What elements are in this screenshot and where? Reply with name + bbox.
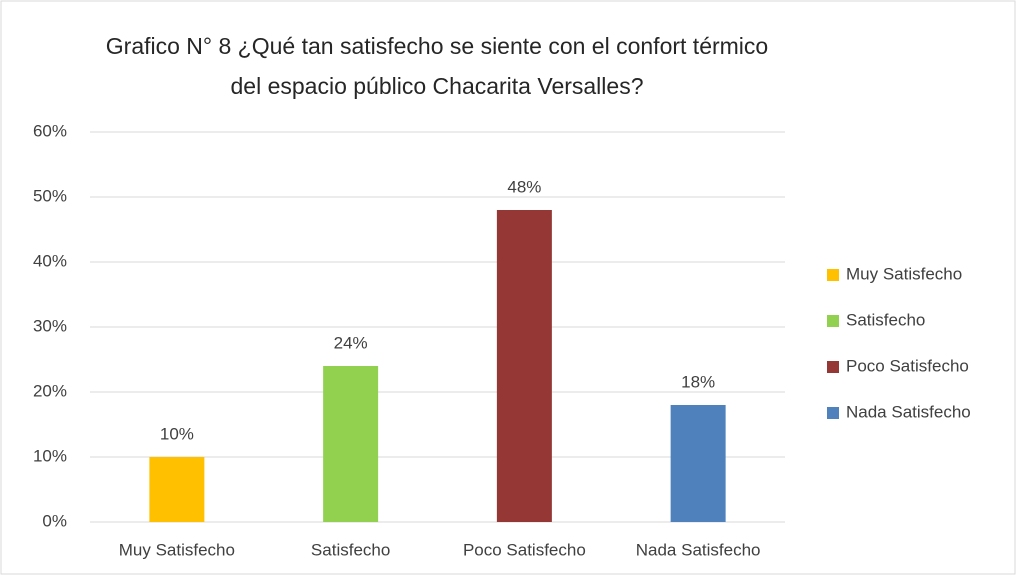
legend-swatch [827, 315, 839, 327]
y-tick-label: 10% [33, 446, 67, 465]
y-tick-label: 20% [33, 381, 67, 400]
data-label: 10% [160, 424, 194, 443]
chart-title: del espacio público Chacarita Versalles? [231, 73, 644, 99]
legend-label: Muy Satisfecho [846, 264, 962, 283]
data-label: 48% [507, 177, 541, 196]
x-tick-label: Muy Satisfecho [119, 540, 235, 559]
data-label: 18% [681, 372, 715, 391]
bar [670, 405, 726, 522]
bar [496, 210, 552, 522]
legend-swatch [827, 361, 839, 373]
legend-swatch [827, 269, 839, 281]
chart-title: Grafico N° 8 ¿Qué tan satisfecho se sien… [106, 33, 768, 59]
x-tick-label: Satisfecho [311, 540, 390, 559]
y-tick-label: 50% [33, 186, 67, 205]
legend-swatch [827, 407, 839, 419]
x-tick-label: Poco Satisfecho [463, 540, 586, 559]
legend-label: Poco Satisfecho [846, 356, 969, 375]
bar [149, 457, 205, 522]
y-tick-label: 0% [42, 511, 67, 530]
legend-label: Nada Satisfecho [846, 402, 971, 421]
y-tick-label: 40% [33, 251, 67, 270]
x-tick-label: Nada Satisfecho [636, 540, 761, 559]
bar [323, 366, 379, 522]
legend-label: Satisfecho [846, 310, 925, 329]
data-label: 24% [334, 333, 368, 352]
y-tick-label: 30% [33, 316, 67, 335]
y-tick-label: 60% [33, 121, 67, 140]
